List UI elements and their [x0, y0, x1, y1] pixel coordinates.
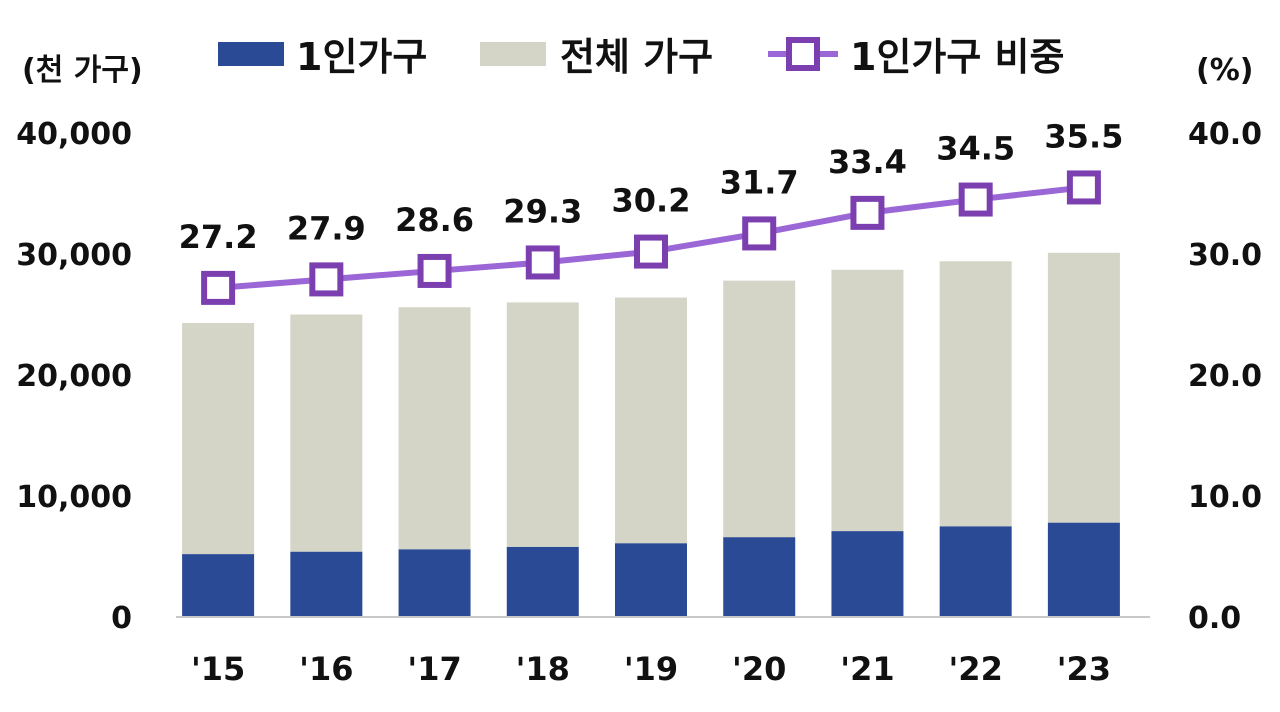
bar-one-person-households	[723, 537, 796, 617]
bar-total-households	[723, 280, 796, 538]
share-data-label: 27.9	[287, 209, 366, 247]
share-line-group: 27.2 27.9 28.6 29.3 30.2 31.7 33.4 34.5 35.5	[179, 117, 1123, 305]
x-axis-ticks: '15 '16 '17 '18 '19 '20 '21 '22 '23	[191, 650, 1111, 688]
x-tick-label: '16	[299, 650, 353, 688]
left-tick-label: 40,000	[16, 117, 132, 152]
share-data-label: 29.3	[503, 192, 582, 230]
share-data-label: 35.5	[1044, 117, 1123, 155]
bar-total-households	[939, 261, 1012, 527]
share-marker	[309, 262, 344, 297]
right-tick-label: 30.0	[1188, 238, 1262, 273]
right-axis-unit-label: (%)	[1196, 53, 1253, 88]
x-tick-label: '21	[840, 650, 894, 688]
bar-total-households	[615, 297, 687, 544]
legend-swatch-total-households	[480, 42, 546, 66]
left-tick-label: 30,000	[16, 238, 132, 273]
x-tick-label: '20	[732, 650, 786, 688]
bar-one-person-households	[506, 546, 579, 617]
x-tick-label: '18	[516, 650, 570, 688]
bar-one-person-households	[831, 531, 904, 617]
right-axis-ticks: 0.0 10.0 20.0 30.0 40.0	[1188, 117, 1262, 636]
share-data-label: 33.4	[828, 143, 907, 181]
x-tick-label: '15	[191, 650, 245, 688]
legend-label-one-person-households: 1인가구	[296, 35, 427, 79]
right-tick-label: 0.0	[1188, 601, 1241, 636]
share-marker	[634, 234, 668, 269]
share-marker	[417, 253, 452, 288]
share-marker	[958, 182, 993, 217]
legend-swatch-one-person-households	[218, 42, 284, 66]
share-data-label: 27.2	[179, 218, 258, 256]
bars-group	[182, 252, 1120, 617]
bar-total-households	[398, 307, 471, 550]
bar-total-households	[1047, 252, 1120, 523]
share-data-label: 31.7	[720, 163, 799, 201]
share-marker	[525, 245, 560, 280]
bar-one-person-households	[939, 526, 1012, 617]
left-axis-ticks: 0 10,000 20,000 30,000 40,000	[16, 117, 132, 636]
bar-one-person-households	[290, 551, 363, 617]
x-tick-label: '17	[407, 650, 461, 688]
left-axis-unit-label: (천 가구)	[22, 53, 143, 88]
share-marker	[850, 195, 885, 230]
bar-one-person-households	[182, 554, 255, 617]
bar-one-person-households	[1047, 522, 1120, 617]
share-data-label: 30.2	[612, 182, 691, 220]
right-tick-label: 10.0	[1188, 480, 1262, 515]
share-data-label: 34.5	[936, 130, 1015, 168]
left-tick-label: 10,000	[16, 480, 132, 515]
bar-total-households	[290, 314, 363, 552]
bar-one-person-households	[615, 543, 687, 617]
left-tick-label: 0	[111, 601, 132, 636]
share-marker	[1066, 170, 1101, 205]
share-marker	[201, 270, 236, 305]
bar-total-households	[831, 269, 904, 532]
share-marker	[742, 216, 777, 251]
legend-marker-share	[786, 37, 820, 71]
right-tick-label: 40.0	[1188, 117, 1262, 152]
bar-one-person-households	[398, 549, 471, 617]
x-tick-label: '22	[949, 650, 1003, 688]
x-tick-label: '23	[1057, 650, 1111, 688]
x-tick-label: '19	[624, 650, 678, 688]
bar-total-households	[182, 322, 255, 555]
legend: 1인가구 전체 가구 1인가구 비중	[218, 35, 1064, 79]
legend-label-share: 1인가구 비중	[850, 35, 1064, 79]
share-data-label: 28.6	[395, 201, 474, 239]
right-tick-label: 20.0	[1188, 359, 1262, 394]
legend-label-total-households: 전체 가구	[560, 35, 713, 79]
left-tick-label: 20,000	[16, 359, 132, 394]
bar-total-households	[506, 302, 579, 547]
